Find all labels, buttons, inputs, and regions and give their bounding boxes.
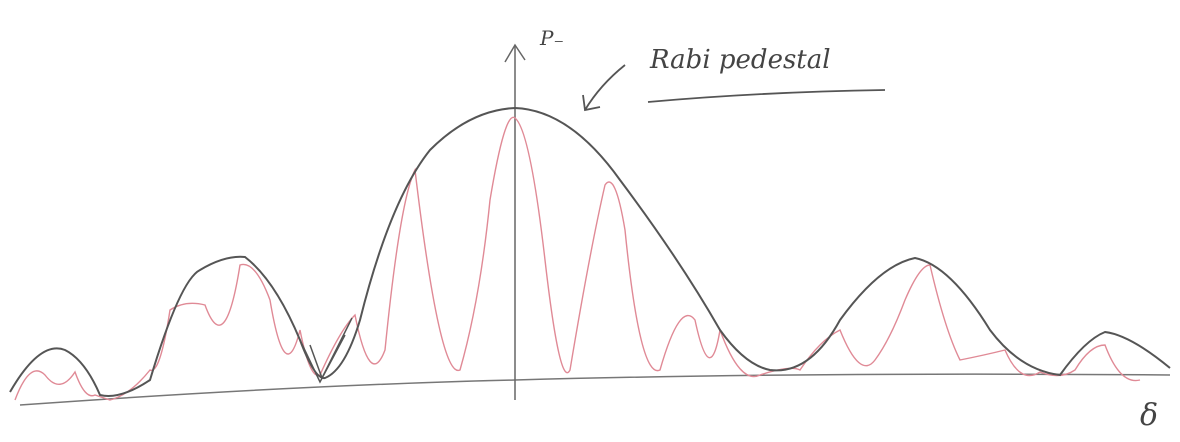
annotation-arrow	[583, 65, 625, 110]
axis-label: P₋	[539, 26, 564, 50]
annotation: Rabi pedestal	[649, 45, 831, 75]
annotation-underline	[648, 90, 885, 102]
x-axis-label: δ	[1140, 398, 1158, 433]
page: P₋ Rabi pedestal δ (() => { const data =…	[0, 0, 1180, 442]
sketch: P₋ Rabi pedestal δ	[0, 0, 1180, 442]
oscillation-curve	[15, 117, 1140, 400]
baseline	[20, 374, 1170, 405]
